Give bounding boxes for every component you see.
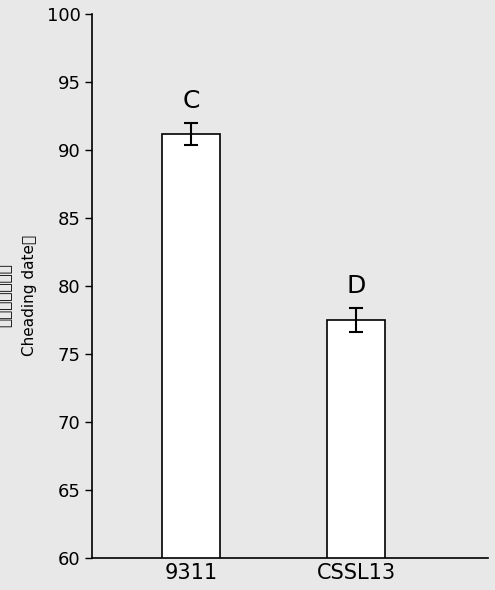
Bar	[327, 320, 385, 558]
Text: 播种到抽穗天数: 播种到抽穗天数	[0, 263, 12, 327]
Text: Cheading date）: Cheading date）	[22, 234, 37, 356]
Bar	[162, 134, 220, 558]
Text: C: C	[183, 89, 200, 113]
Text: D: D	[346, 274, 366, 299]
